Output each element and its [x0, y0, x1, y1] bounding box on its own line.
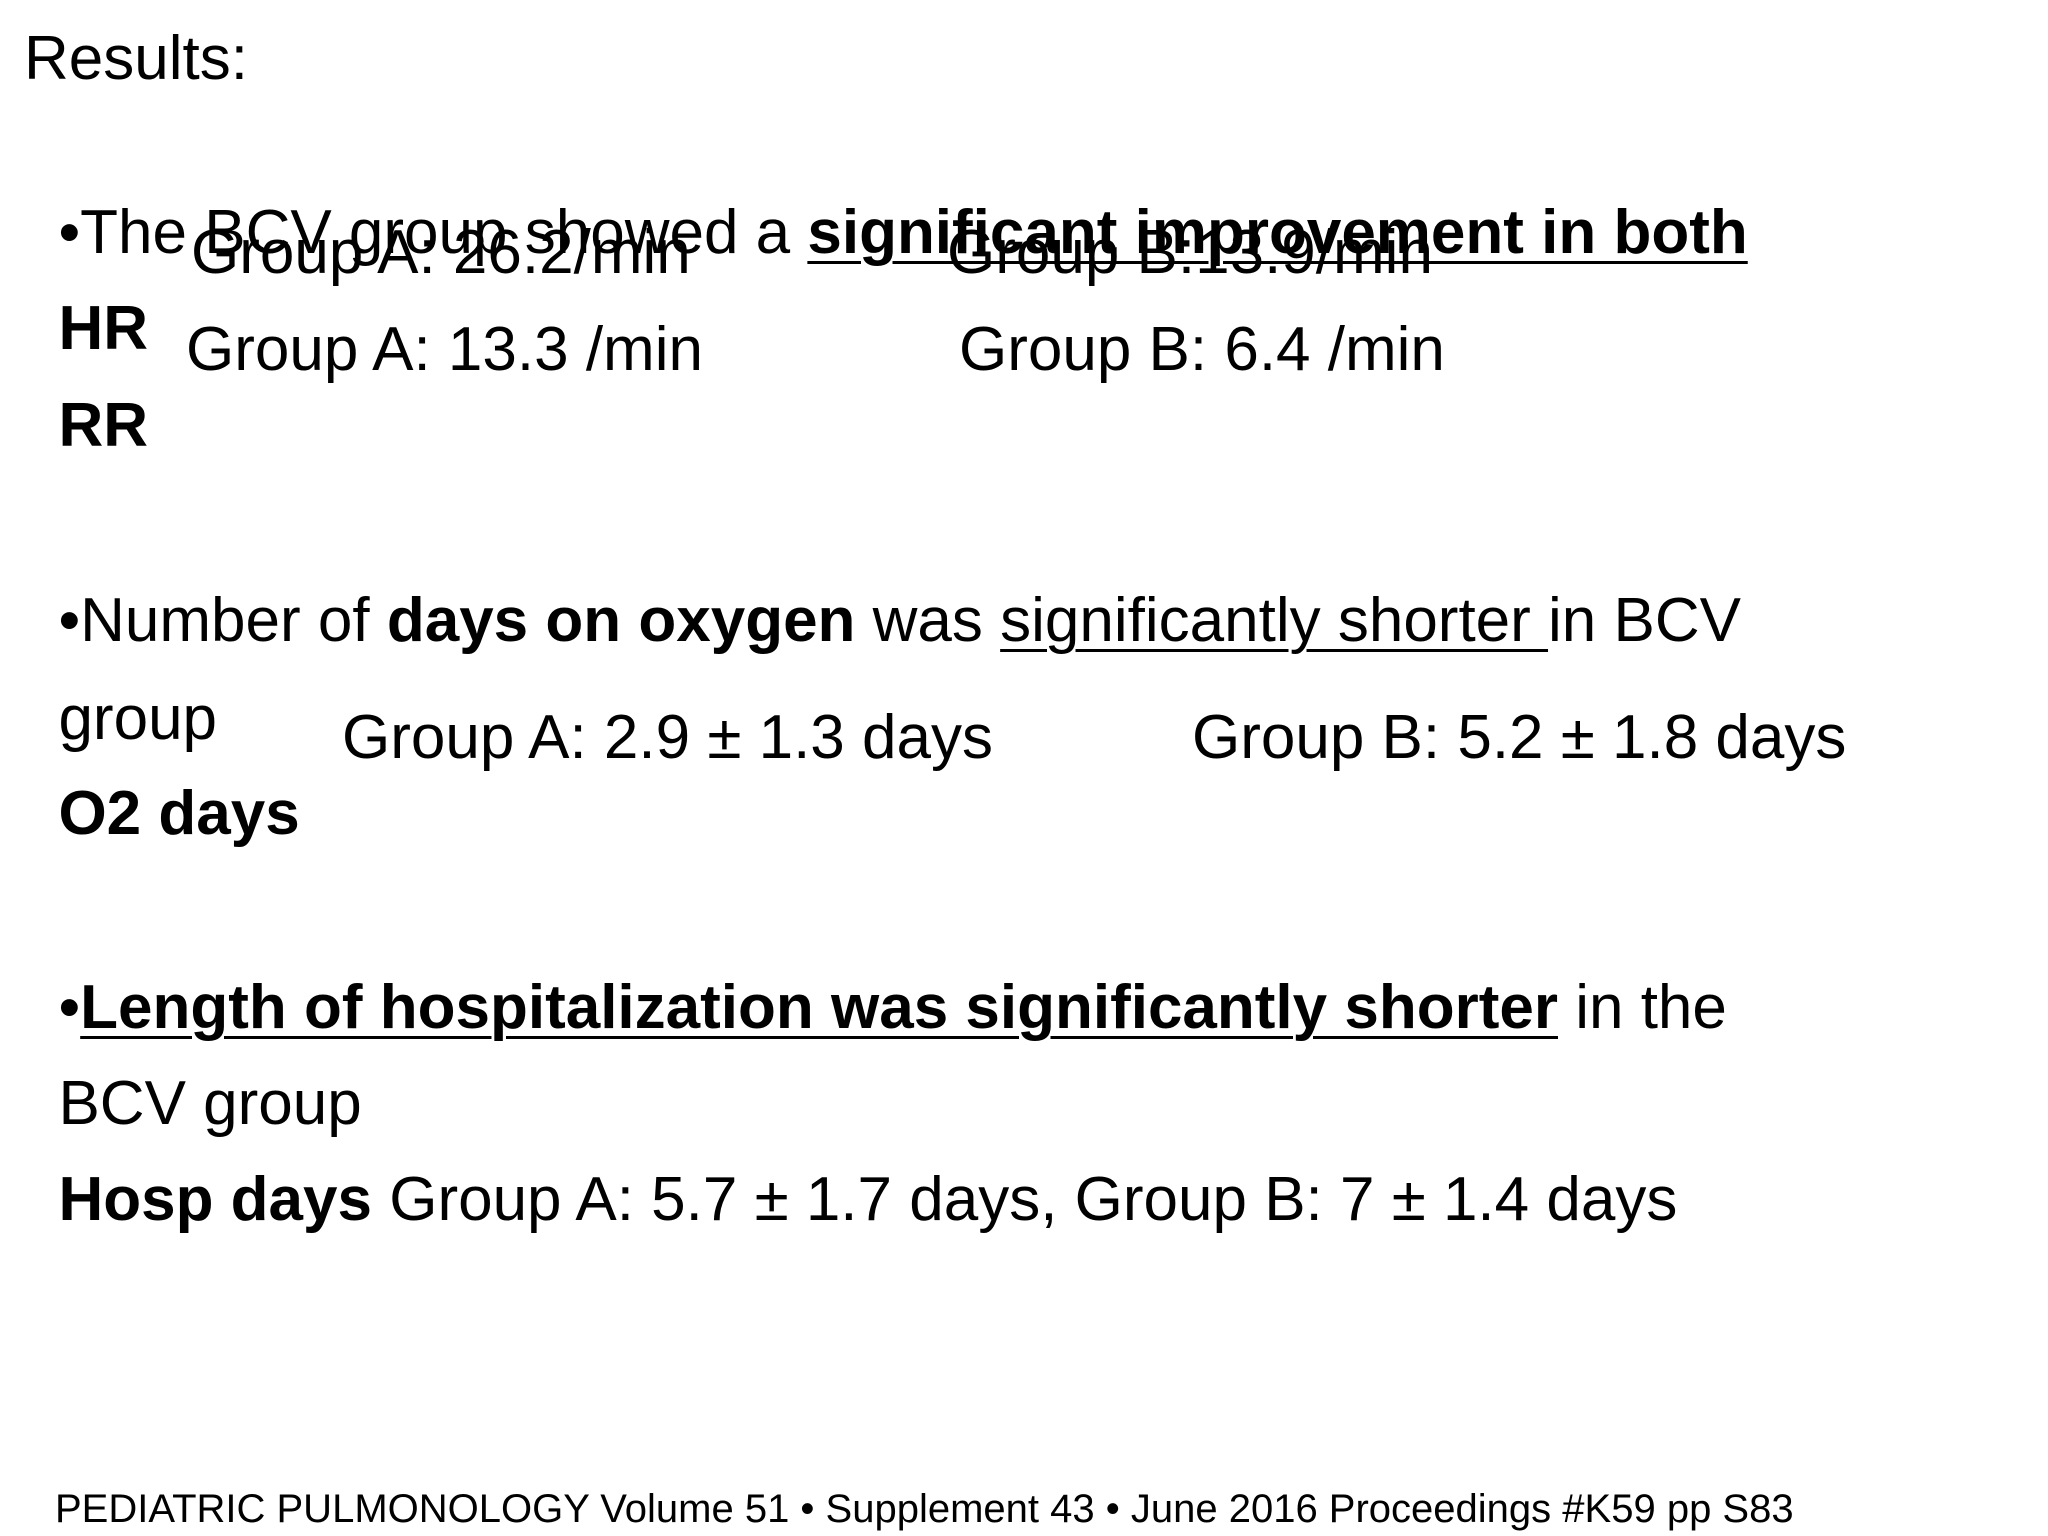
group-b: Group B: 5.2 ± 1.8 days [1192, 703, 1847, 772]
text-line: RR Group A: 13.3 /min Group B: 6.4 /min [24, 312, 2024, 460]
text-run: significant improvement in both [807, 198, 1748, 267]
group-b: Group B: 6.4 /min [959, 315, 1445, 384]
title: Results: [24, 24, 248, 93]
text-line: •Length of hospitalization was significa… [24, 894, 1726, 1042]
text-run: Length of hospitalization was significan… [80, 973, 1558, 1042]
footer: PEDIATRIC PULMONOLOGY Volume 51 • Supple… [55, 1487, 1794, 1531]
text-run: •Number of [58, 586, 387, 655]
row-label: HR [58, 294, 149, 363]
group-b: Group B:13.9/min [947, 218, 1433, 287]
group-a: Group A: 13.3 /min [186, 315, 703, 384]
text-line: •Number of days on oxygen was significan… [24, 507, 1741, 655]
text-line: O2 days Group A: 2.9 ± 1.3 days Group B:… [24, 700, 2024, 848]
text-run: Group A: 5.7 ± 1.7 days, Group B: 7 ± 1.… [372, 1165, 1678, 1234]
text-run: in the [1557, 973, 1727, 1042]
group-a: Group A: 26.2/min [191, 218, 691, 287]
text-run: • [58, 973, 81, 1042]
row-label: O2 days [58, 779, 300, 848]
text-line: group [24, 605, 217, 753]
text-line: BCV group [24, 990, 361, 1138]
text-run: group [58, 684, 218, 753]
row-label: RR [58, 391, 149, 460]
text-run: •The BCV group showed a [58, 198, 808, 267]
text-run: significantly shorter [1000, 586, 1549, 655]
text-line: HR Group A: 26.2/min Group B:13.9/min [24, 215, 2024, 363]
text-run: BCV group [58, 1069, 362, 1138]
text-line: Hosp days Group A: 5.7 ± 1.7 days, Group… [24, 1086, 1677, 1234]
text-run: Hosp days [58, 1165, 372, 1234]
text-run: days on oxygen [386, 586, 856, 655]
group-a: Group A: 2.9 ± 1.3 days [342, 703, 993, 772]
text-run: in BCV [1548, 586, 1741, 655]
text-line: •The BCV group showed a significant impr… [24, 119, 1747, 267]
text-run: was [855, 586, 1001, 655]
